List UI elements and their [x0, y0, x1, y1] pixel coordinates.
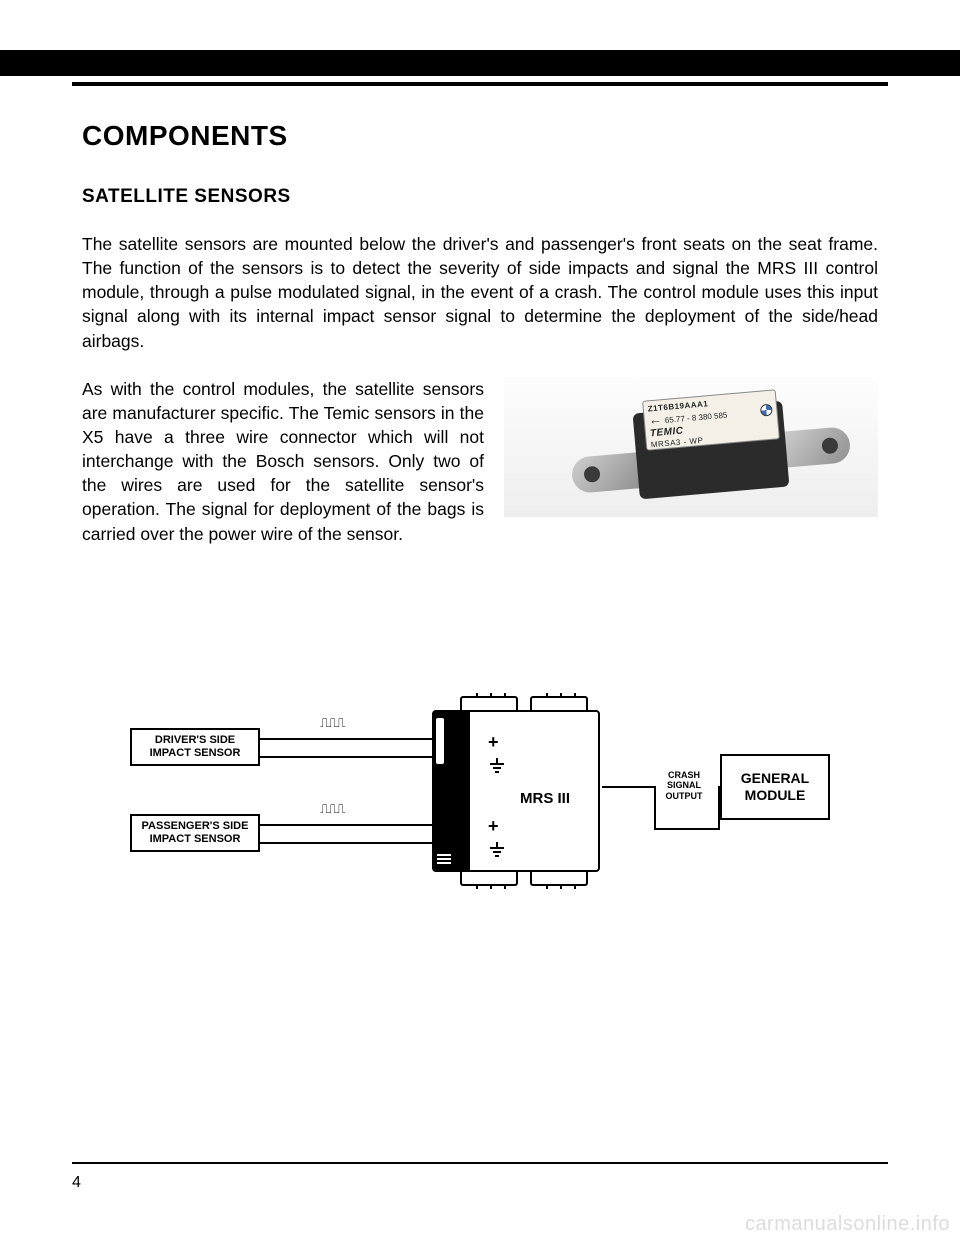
ground-symbol-2	[488, 842, 506, 860]
wire-crash-4	[718, 786, 720, 830]
heading-components: COMPONENTS	[82, 120, 878, 152]
crash-signal-label: CRASH SIGNAL OUTPUT	[656, 770, 712, 802]
general-module-box: GENERAL MODULE	[720, 754, 830, 820]
sensor-mount-ear-right	[779, 426, 852, 468]
arrow-icon: ←	[648, 412, 662, 428]
page: COMPONENTS SATELLITE SENSORS The satelli…	[0, 0, 960, 1242]
header-rule	[72, 82, 888, 86]
wire-crash-1	[602, 786, 656, 788]
header-black-bar	[0, 50, 960, 76]
ground-symbol-1	[488, 758, 506, 776]
connector-tab-br	[530, 872, 588, 886]
diagram-mrs3: DRIVER'S SIDE IMPACT SENSOR PASSENGER'S …	[130, 666, 830, 926]
mrs3-module: MRS III + +	[410, 696, 610, 886]
heading-satellite-sensors: SATELLITE SENSORS	[82, 186, 878, 208]
pulse-glyph-driver: ⎍⎍⎍	[320, 716, 344, 731]
plus-symbol-1: +	[488, 732, 499, 753]
paragraph-1: The satellite sensors are mounted below …	[82, 232, 878, 353]
footer-rule	[72, 1162, 888, 1164]
connector-tab-bl	[460, 872, 518, 886]
paragraph-2: As with the control modules, the satelli…	[82, 377, 484, 546]
connector-tab-tr	[530, 696, 588, 710]
bmw-roundel-icon	[760, 404, 773, 417]
wire-crash-3	[654, 828, 720, 830]
sensor-mount-ear-left	[571, 452, 644, 494]
connector-tab-tl	[460, 696, 518, 710]
page-number: 4	[72, 1174, 81, 1192]
module-vent-bars	[437, 852, 457, 866]
watermark: carmanualsonline.info	[745, 1213, 950, 1236]
module-black-slot	[436, 718, 444, 764]
driver-sensor-box: DRIVER'S SIDE IMPACT SENSOR	[130, 728, 260, 766]
passenger-sensor-box: PASSENGER'S SIDE IMPACT SENSOR	[130, 814, 260, 852]
wire-crash-2	[654, 786, 656, 830]
row-paragraph-photo: As with the control modules, the satelli…	[82, 377, 878, 546]
plus-symbol-2: +	[488, 816, 499, 837]
pulse-glyph-passenger: ⎍⎍⎍	[320, 802, 344, 817]
sensor-photo: Z1T6B19AAA1 ←65.77 - 8 380 585 TEMIC MRS…	[504, 377, 878, 517]
content-area: COMPONENTS SATELLITE SENSORS The satelli…	[82, 120, 878, 926]
module-label: MRS III	[520, 790, 570, 807]
